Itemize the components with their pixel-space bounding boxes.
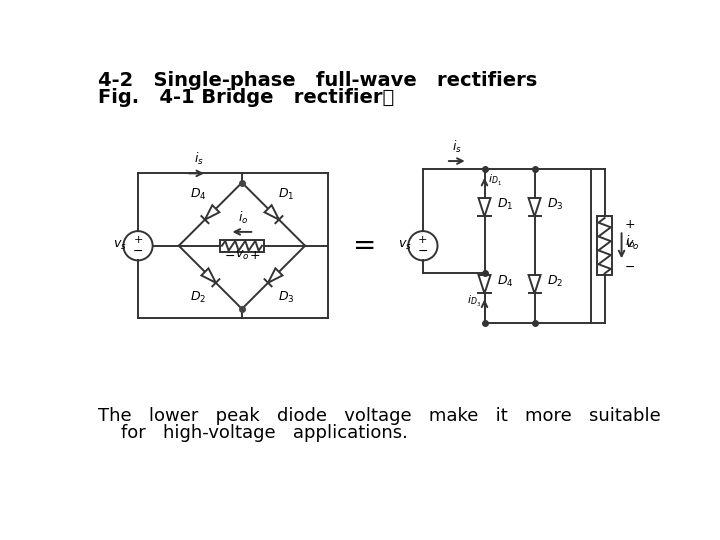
Text: $i_s$: $i_s$ bbox=[194, 151, 204, 167]
Text: −: − bbox=[625, 261, 635, 274]
Polygon shape bbox=[479, 275, 490, 294]
Polygon shape bbox=[528, 275, 541, 294]
Text: for   high-voltage   applications.: for high-voltage applications. bbox=[98, 424, 408, 442]
Text: =: = bbox=[354, 232, 377, 260]
Text: $i_o$: $i_o$ bbox=[625, 234, 635, 250]
Text: $+$: $+$ bbox=[248, 249, 260, 262]
FancyBboxPatch shape bbox=[220, 240, 264, 252]
Text: $D_4$: $D_4$ bbox=[190, 187, 207, 202]
Text: $v_s$: $v_s$ bbox=[398, 239, 412, 252]
Text: $i_{D_1}$: $i_{D_1}$ bbox=[488, 173, 503, 188]
Text: The   lower   peak   diode   voltage   make   it   more   suitable: The lower peak diode voltage make it mor… bbox=[98, 408, 661, 426]
Polygon shape bbox=[202, 268, 216, 283]
Text: +: + bbox=[625, 218, 635, 231]
Text: $D_2$: $D_2$ bbox=[190, 289, 206, 305]
Text: $D_3$: $D_3$ bbox=[278, 289, 294, 305]
Polygon shape bbox=[479, 198, 490, 217]
Polygon shape bbox=[205, 205, 220, 220]
Text: $D_1$: $D_1$ bbox=[278, 187, 294, 202]
Text: $D_1$: $D_1$ bbox=[497, 197, 513, 212]
Text: $i_{D_3}$: $i_{D_3}$ bbox=[467, 294, 481, 309]
Polygon shape bbox=[528, 198, 541, 217]
Polygon shape bbox=[268, 268, 282, 283]
Text: $i_o$: $i_o$ bbox=[238, 210, 248, 226]
Text: $v_o$: $v_o$ bbox=[235, 249, 249, 262]
Text: $-$: $-$ bbox=[224, 249, 235, 262]
Text: $v_s$: $v_s$ bbox=[114, 239, 127, 252]
Text: $D_2$: $D_2$ bbox=[547, 274, 563, 289]
Text: +: + bbox=[418, 235, 428, 245]
Text: 4-2   Single-phase   full-wave   rectifiers: 4-2 Single-phase full-wave rectifiers bbox=[98, 71, 537, 90]
Text: −: − bbox=[132, 245, 143, 258]
Polygon shape bbox=[264, 205, 279, 220]
Text: +: + bbox=[133, 235, 143, 245]
Text: $D_3$: $D_3$ bbox=[547, 197, 563, 212]
Text: Fig.   4-1 Bridge   rectifier：: Fig. 4-1 Bridge rectifier： bbox=[98, 88, 395, 107]
Text: −: − bbox=[418, 245, 428, 258]
Text: $i_s$: $i_s$ bbox=[452, 139, 462, 155]
FancyBboxPatch shape bbox=[597, 217, 612, 275]
Text: $D_4$: $D_4$ bbox=[497, 274, 513, 289]
Text: $v_o$: $v_o$ bbox=[625, 239, 639, 252]
